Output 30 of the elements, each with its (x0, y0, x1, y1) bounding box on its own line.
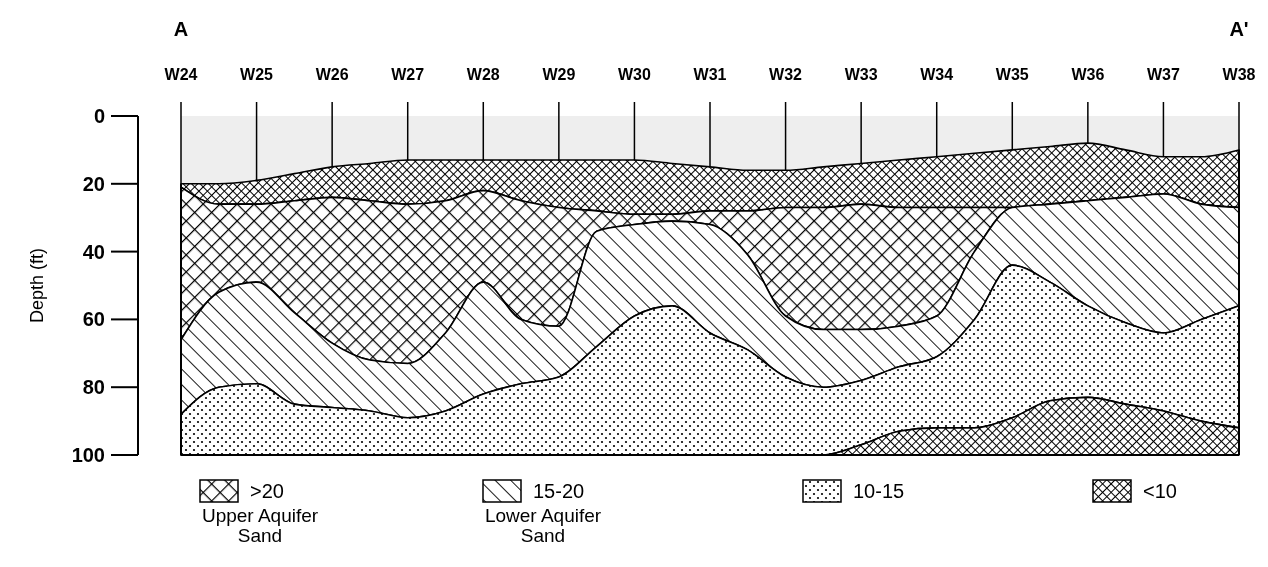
y-tick-label: 0 (93, 105, 105, 127)
x-tick-label: W35 (995, 66, 1029, 83)
x-tick-label: W31 (693, 66, 727, 83)
legend-label: 15-20 (533, 480, 585, 502)
x-tick-label: W24 (164, 66, 198, 83)
y-tick-label: 60 (82, 308, 105, 331)
x-tick-label: W27 (391, 66, 425, 83)
legend-label: 10-15 (853, 480, 905, 502)
x-tick-label: W38 (1222, 66, 1256, 83)
x-tick-label: W36 (1071, 66, 1105, 83)
legend-label: >20 (250, 480, 284, 502)
y-tick-label: 80 (82, 376, 105, 399)
x-tick-label: W34 (920, 66, 954, 83)
text: A' (1229, 18, 1249, 40)
y-tick-label: 100 (71, 444, 105, 466)
text: A (173, 18, 189, 40)
text: Lower Aquifer Sand (484, 505, 602, 546)
y-axis-title: Depth (ft) (27, 247, 47, 324)
x-tick-label: W28 (466, 66, 500, 83)
x-tick-label: W29 (542, 66, 576, 83)
x-tick-label: W26 (315, 66, 349, 83)
x-tick-label: W33 (844, 66, 878, 83)
legend-label: <10 (1143, 480, 1177, 502)
text: Upper Aquifer Sand (201, 505, 319, 546)
y-tick-label: 40 (82, 240, 105, 263)
x-tick-label: W30 (617, 66, 651, 83)
y-tick-label: 20 (82, 172, 105, 195)
x-tick-label: W25 (240, 66, 274, 83)
x-tick-label: W32 (769, 66, 803, 83)
x-tick-label: W37 (1146, 66, 1180, 83)
